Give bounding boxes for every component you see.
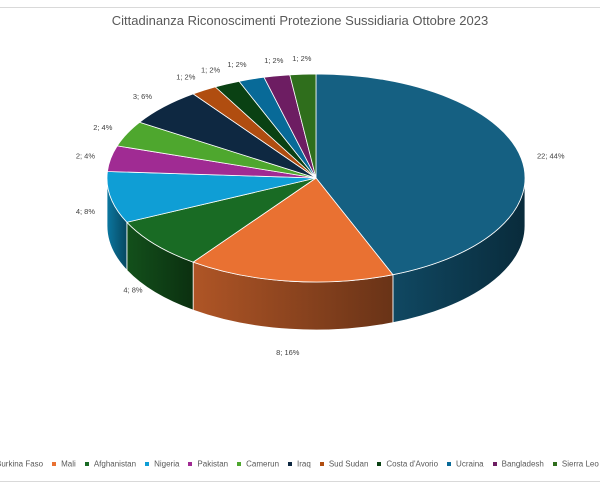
data-label-nigeria: 4; 8% [76, 207, 96, 216]
legend-swatch-iraq [288, 461, 293, 466]
data-label-ucraina: 1; 2% [227, 60, 247, 69]
legend-label-sierra-leone: Sierra Leo [561, 459, 599, 469]
pie-slice-nigeria [106, 171, 317, 223]
legend-label-costa-d-avorio: Costa d'Avorio [386, 459, 439, 469]
chart-title: Cittadinanza Riconoscimenti Protezione S… [111, 13, 489, 28]
legend-label-pakistan: Pakistan [197, 459, 229, 469]
data-label-mali: 8; 16% [276, 348, 300, 357]
chart-frame [0, 7, 600, 482]
data-label-iraq: 3; 6% [133, 92, 153, 101]
data-label-pakistan: 2; 4% [76, 152, 96, 161]
pie-slice-mali [192, 177, 394, 283]
legend-item-afghanistan: Afghanistan [84, 459, 137, 469]
legend-swatch-bangladesh [492, 461, 497, 466]
legend: Burkina Faso Mali Afghanistan Nigeria Pakist… [0, 459, 600, 468]
data-label-sierra-leone: 1; 2% [292, 54, 312, 63]
legend-item-ucraina: Ucraina [447, 459, 484, 468]
data-label-burkina-faso: 22; 44% [537, 152, 565, 161]
legend-swatch-afghanistan [84, 461, 89, 466]
legend-label-sud-sudan: Sud Sudan [328, 459, 369, 469]
legend-label-afghanistan: Afghanistan [93, 459, 137, 469]
legend-item-nigeria: Nigeria [145, 459, 179, 468]
legend-item-sud-sudan: Sud Sudan [319, 459, 369, 469]
pie-slice-sierra-leone [289, 73, 317, 179]
legend-label-camerun: Camerun [246, 459, 280, 469]
data-label-costa-d-avorio: 1; 2% [201, 65, 221, 74]
legend-swatch-ucraina [447, 461, 452, 466]
data-label-camerun: 2; 4% [93, 123, 113, 132]
legend-swatch-costa-d-avorio [377, 461, 382, 466]
legend-item-sierra-leone: Sierra Leo [552, 459, 599, 469]
legend-swatch-nigeria [145, 461, 150, 466]
legend-label-ucraina: Ucraina [456, 459, 484, 469]
legend-item-iraq: Iraq [288, 459, 311, 468]
legend-label-iraq: Iraq [297, 459, 311, 469]
legend-label-burkina-faso: Burkina Faso [0, 459, 44, 469]
legend-swatch-camerun [237, 461, 242, 466]
legend-swatch-pakistan [188, 461, 193, 466]
data-label-sud-sudan: 1; 2% [176, 73, 196, 82]
legend-label-nigeria: Nigeria [154, 459, 180, 469]
legend-swatch-sud-sudan [319, 461, 324, 466]
data-labels: 22; 44% 8; 16% 4; 8% 4; 8% 2; 4% 2; 4% 3; 6% 1;… [76, 54, 565, 357]
data-label-bangladesh: 1; 2% [264, 56, 284, 65]
legend-label-bangladesh: Bangladesh [501, 459, 544, 469]
legend-swatch-mali [52, 461, 57, 466]
legend-item-burkina-faso: Burkina Faso [0, 459, 43, 468]
legend-label-mali: Mali [61, 459, 76, 469]
pie-slice-afghanistan [126, 177, 317, 263]
legend-item-camerun: Camerun [237, 459, 279, 468]
legend-swatch-sierra-leone [552, 461, 557, 466]
data-label-afghanistan: 4; 8% [123, 286, 143, 295]
legend-item-bangladesh: Bangladesh [492, 459, 544, 469]
legend-item-costa-d-avorio: Costa d'Avorio [377, 459, 438, 468]
pie-slice-burkina-faso [315, 73, 526, 276]
legend-item-pakistan: Pakistan [188, 459, 228, 468]
pie-top-faces [106, 73, 526, 283]
legend-item-mali: Mali [52, 459, 76, 468]
